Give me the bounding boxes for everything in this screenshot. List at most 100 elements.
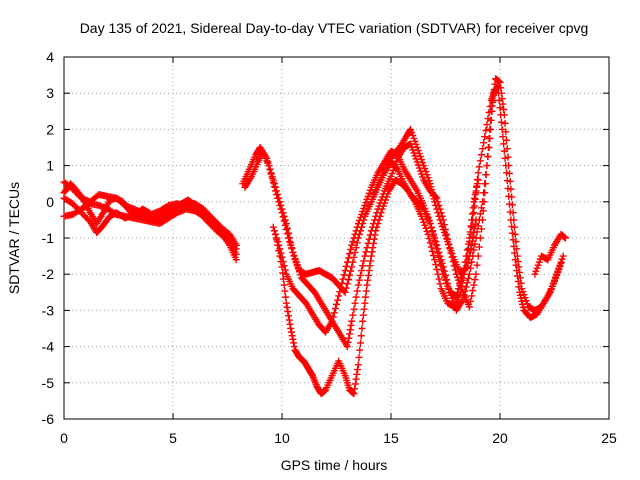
data-point <box>515 263 523 271</box>
data-point <box>436 258 444 266</box>
data-point <box>463 279 471 287</box>
data-point <box>287 241 295 249</box>
data-point <box>433 205 441 213</box>
y-tick-label: 2 <box>46 121 54 137</box>
data-point <box>341 267 349 275</box>
data-point <box>468 292 476 300</box>
data-point <box>507 185 515 193</box>
data-point <box>283 303 291 311</box>
data-point <box>471 195 479 203</box>
data-point <box>481 180 489 188</box>
data-point <box>362 293 370 301</box>
x-tick-label: 5 <box>169 430 177 446</box>
data-point <box>344 254 352 262</box>
axis-ticks: 0 5 10 15 20 25 -6 -5 -4 -3 -2 -1 0 1 2 3 4 <box>42 49 617 446</box>
data-point <box>503 145 511 153</box>
data-point <box>367 257 375 265</box>
data-point <box>475 243 483 251</box>
data-point <box>279 213 287 221</box>
data-point <box>435 212 443 220</box>
data-point <box>474 169 482 177</box>
data-point <box>516 268 524 276</box>
data-point <box>269 178 277 186</box>
data-point <box>435 253 443 261</box>
data-point <box>356 339 364 347</box>
data-point <box>334 296 342 304</box>
data-point <box>427 243 435 251</box>
data-point <box>464 259 472 267</box>
data-point <box>426 220 434 228</box>
y-tick-label: 3 <box>46 85 54 101</box>
data-point <box>471 194 479 202</box>
data-point <box>479 207 487 215</box>
y-tick-label: 4 <box>46 49 54 65</box>
data-point <box>430 251 438 259</box>
data-point <box>281 287 289 295</box>
y-tick-label: -2 <box>42 266 55 282</box>
data-point <box>470 209 478 217</box>
data-point <box>346 326 354 334</box>
data-point <box>330 309 338 317</box>
data-point <box>285 234 293 242</box>
data-point <box>269 223 277 231</box>
data-point <box>485 134 493 142</box>
data-point <box>288 332 296 340</box>
data-point <box>432 261 440 269</box>
data-point <box>434 270 442 278</box>
data-point <box>266 166 274 174</box>
data-point <box>347 245 355 253</box>
data-point <box>336 288 344 296</box>
data-point <box>471 224 479 232</box>
data-point <box>491 80 499 88</box>
data-point <box>287 325 295 332</box>
data-point <box>353 239 361 247</box>
data-point <box>474 252 482 260</box>
data-point <box>505 162 513 170</box>
data-point <box>279 269 287 277</box>
data-point <box>365 267 373 275</box>
data-point <box>504 153 512 161</box>
data-point <box>468 237 476 245</box>
data-point <box>285 316 293 324</box>
data-point <box>267 170 275 178</box>
data-point <box>370 235 378 243</box>
data-point <box>497 84 505 92</box>
data-point <box>376 212 384 220</box>
y-tick-label: -3 <box>42 302 55 318</box>
data-point <box>458 282 466 290</box>
data-point <box>472 270 480 278</box>
data-point <box>359 311 367 319</box>
data-point <box>274 194 282 202</box>
data-point <box>510 216 518 224</box>
data-point <box>375 216 383 224</box>
data-point <box>434 249 442 257</box>
data-point <box>465 303 473 311</box>
data-point <box>433 265 441 273</box>
data-point <box>339 275 347 283</box>
x-tick-label: 20 <box>492 430 508 446</box>
data-point <box>289 248 297 256</box>
data-point <box>278 263 286 271</box>
data-point <box>355 353 363 361</box>
data-point <box>459 276 467 284</box>
y-tick-label: -1 <box>42 230 55 246</box>
data-point <box>486 102 494 110</box>
data-point <box>352 375 360 383</box>
data-point <box>290 339 298 347</box>
data-point <box>473 175 481 183</box>
data-point <box>476 157 484 165</box>
data-point <box>373 223 381 231</box>
data-point <box>359 317 367 325</box>
data-point <box>374 220 382 228</box>
data-point <box>482 127 490 135</box>
data-point <box>356 271 364 279</box>
data-point <box>358 325 366 332</box>
data-point <box>280 281 288 289</box>
data-point <box>481 133 489 141</box>
data-point <box>502 128 510 136</box>
data-point <box>354 361 362 369</box>
data-point <box>433 245 441 253</box>
data-point <box>348 241 356 249</box>
data-point <box>340 271 348 279</box>
data-point <box>366 262 374 270</box>
